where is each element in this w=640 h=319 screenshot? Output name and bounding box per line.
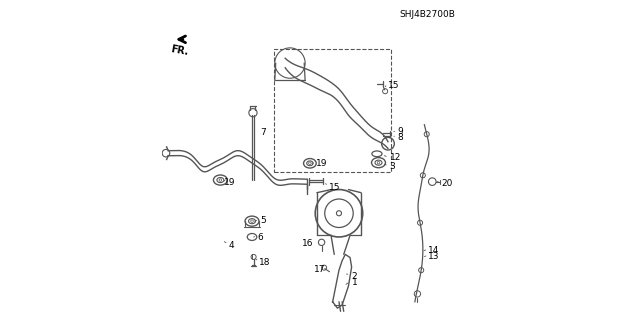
Ellipse shape	[245, 216, 259, 226]
Text: 13: 13	[428, 252, 439, 261]
Circle shape	[377, 161, 380, 164]
Circle shape	[308, 162, 311, 165]
Circle shape	[321, 265, 326, 270]
Circle shape	[417, 220, 422, 225]
Text: 14: 14	[428, 246, 439, 255]
Circle shape	[162, 149, 170, 157]
Ellipse shape	[213, 175, 227, 185]
Text: 15: 15	[388, 81, 399, 90]
Text: 3: 3	[390, 162, 396, 171]
Circle shape	[420, 173, 426, 178]
Ellipse shape	[372, 158, 385, 168]
Circle shape	[424, 132, 429, 137]
Circle shape	[383, 89, 388, 94]
Circle shape	[381, 137, 394, 150]
Circle shape	[249, 108, 257, 117]
Text: 19: 19	[224, 178, 236, 187]
Ellipse shape	[375, 160, 382, 165]
Circle shape	[414, 291, 420, 297]
Text: SHJ4B2700B: SHJ4B2700B	[399, 10, 456, 19]
Ellipse shape	[284, 59, 296, 68]
Ellipse shape	[307, 161, 313, 166]
Text: 1: 1	[351, 278, 357, 287]
Text: 7: 7	[260, 128, 266, 137]
Circle shape	[219, 179, 221, 181]
Text: 2: 2	[351, 272, 357, 281]
Ellipse shape	[247, 234, 257, 241]
Text: 8: 8	[398, 133, 404, 143]
Circle shape	[319, 239, 324, 246]
Circle shape	[316, 189, 363, 237]
Text: 16: 16	[302, 240, 314, 249]
Text: 6: 6	[257, 234, 263, 242]
Text: 4: 4	[228, 241, 234, 250]
Ellipse shape	[372, 151, 382, 157]
Circle shape	[428, 178, 436, 185]
Text: 15: 15	[329, 182, 340, 191]
Text: 19: 19	[316, 159, 328, 168]
Circle shape	[251, 254, 256, 259]
Circle shape	[289, 62, 291, 64]
Circle shape	[419, 268, 424, 273]
Circle shape	[324, 199, 353, 227]
Circle shape	[275, 48, 305, 78]
Text: 20: 20	[441, 179, 452, 188]
Ellipse shape	[248, 219, 255, 224]
Text: 9: 9	[398, 127, 404, 136]
Text: 12: 12	[390, 153, 401, 162]
Ellipse shape	[303, 159, 316, 168]
Text: 5: 5	[260, 216, 266, 225]
Text: 17: 17	[314, 265, 325, 274]
Text: 18: 18	[259, 258, 271, 267]
Ellipse shape	[278, 54, 302, 72]
Circle shape	[251, 220, 253, 222]
Text: FR.: FR.	[170, 44, 189, 57]
Circle shape	[337, 211, 342, 216]
Ellipse shape	[217, 178, 224, 182]
